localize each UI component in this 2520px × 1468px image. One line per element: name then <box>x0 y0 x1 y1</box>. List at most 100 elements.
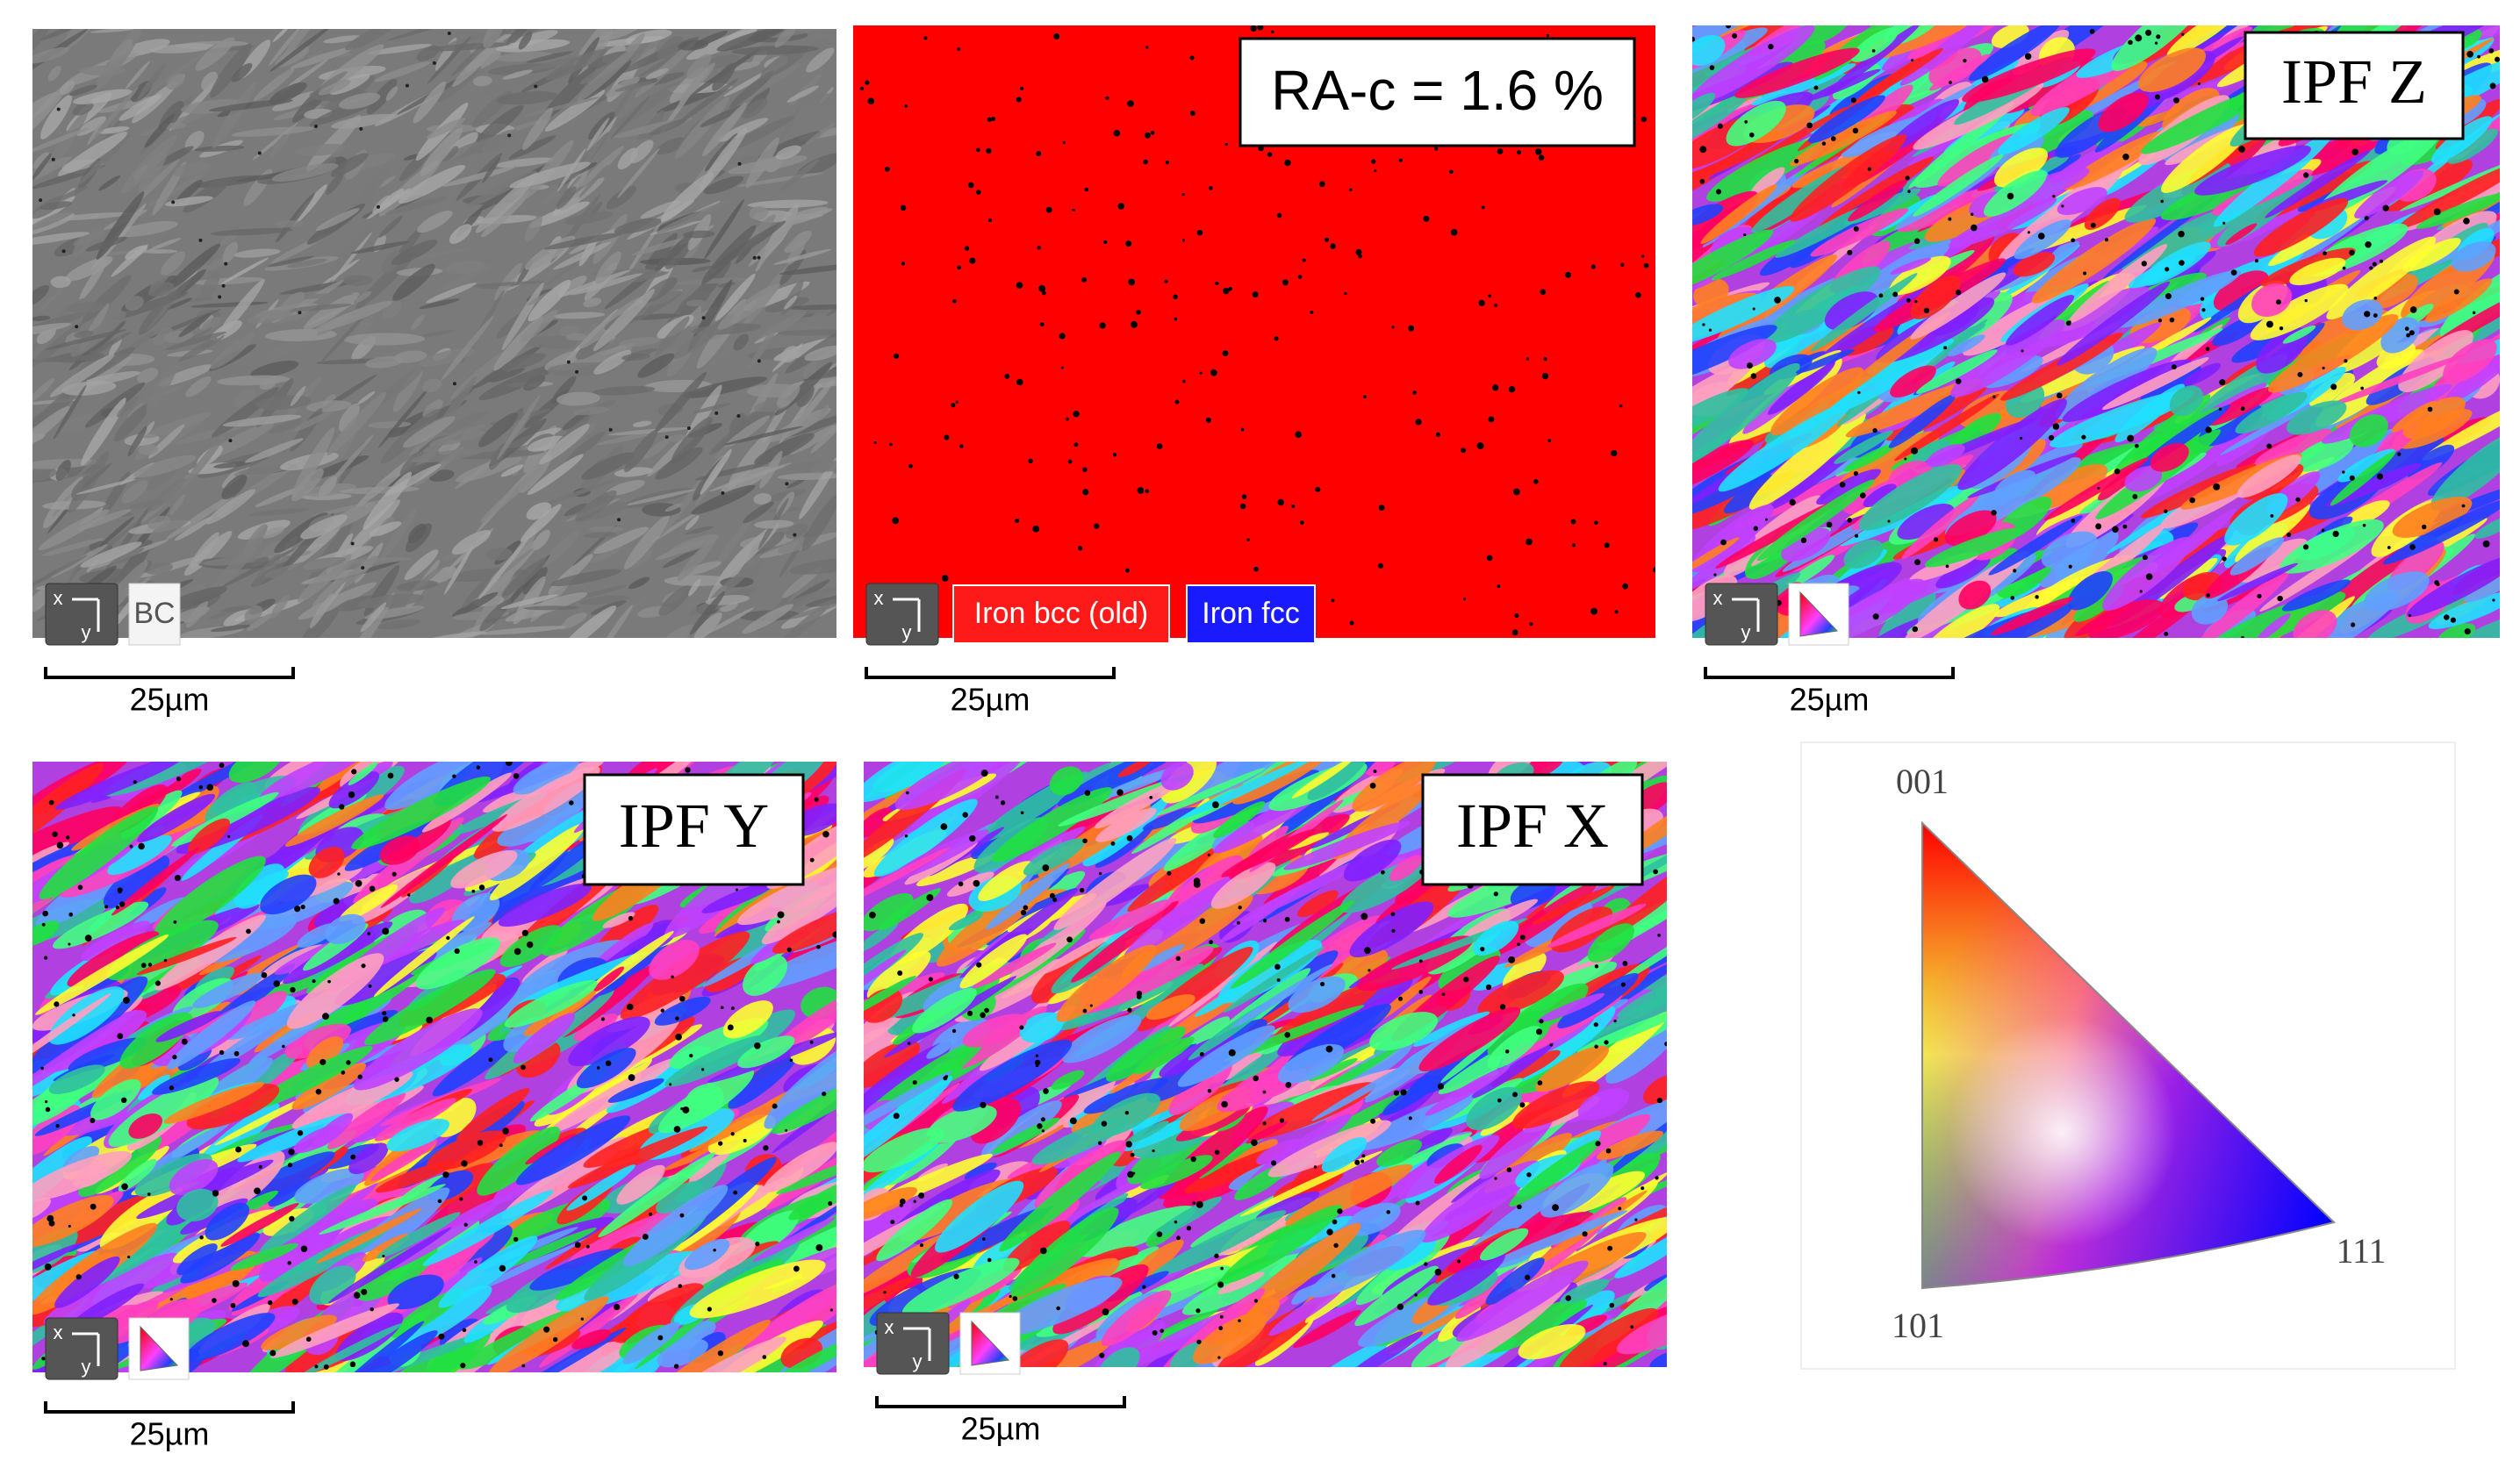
grain <box>478 412 519 448</box>
unindexed-point <box>1504 1049 1510 1054</box>
grain <box>1692 286 1795 345</box>
unindexed-point <box>671 975 674 979</box>
unindexed-point <box>315 1088 322 1095</box>
unindexed-point <box>1143 159 1148 165</box>
unindexed-point <box>1221 1100 1228 1108</box>
grain <box>2254 428 2332 466</box>
grain <box>2213 270 2269 312</box>
grain <box>623 1185 729 1267</box>
unindexed-point <box>2037 233 2045 240</box>
grain <box>1540 1163 1614 1218</box>
grain <box>2055 347 2157 420</box>
unindexed-point <box>2197 82 2201 86</box>
grain <box>784 295 798 310</box>
grain <box>32 207 79 231</box>
grain <box>1487 1026 1541 1070</box>
unindexed-point <box>140 963 147 969</box>
unindexed-point <box>2472 311 2476 315</box>
grain <box>474 74 538 97</box>
unindexed-point <box>904 834 908 838</box>
unindexed-point <box>2164 509 2168 513</box>
unindexed-point <box>66 835 70 840</box>
grain <box>1617 970 1667 1018</box>
grain <box>657 198 736 234</box>
grain <box>748 321 780 369</box>
grain <box>284 794 384 847</box>
grain <box>684 1238 730 1271</box>
grain <box>1479 1117 1553 1179</box>
unindexed-point <box>521 1364 526 1368</box>
grain <box>675 78 739 126</box>
grain <box>2102 536 2193 611</box>
grain <box>676 277 747 285</box>
grain <box>156 146 194 167</box>
unindexed-point <box>1369 783 1376 789</box>
grain <box>2057 281 2171 366</box>
grain <box>306 1036 344 1070</box>
grain <box>435 265 492 293</box>
grain <box>1101 1290 1172 1347</box>
unindexed-point <box>2189 497 2196 504</box>
grain <box>587 51 629 70</box>
grain <box>291 1071 413 1129</box>
grain <box>501 557 547 597</box>
unindexed-point <box>1911 59 1914 62</box>
grain <box>1051 1070 1085 1090</box>
grain <box>1078 1206 1196 1257</box>
unindexed-point <box>906 791 909 795</box>
unindexed-point <box>1463 598 1467 601</box>
grain <box>1692 361 1753 440</box>
grain <box>68 1037 147 1073</box>
unindexed-point <box>1371 159 1376 164</box>
grain <box>601 29 644 41</box>
unindexed-point <box>1156 443 1163 449</box>
grain <box>169 269 206 301</box>
unindexed-point <box>521 929 529 936</box>
unindexed-point <box>1933 537 1939 542</box>
unindexed-point <box>477 1140 484 1146</box>
unindexed-point <box>2489 82 2496 90</box>
grain <box>292 184 327 226</box>
scale-label: 25µm <box>1790 682 1870 718</box>
grain <box>190 532 219 569</box>
unindexed-point <box>940 823 948 830</box>
grain <box>784 460 836 472</box>
grain <box>121 134 177 194</box>
unindexed-point <box>574 1242 581 1249</box>
grain <box>1010 1207 1119 1298</box>
unindexed-point <box>1250 25 1257 32</box>
grain <box>972 942 1057 989</box>
grain <box>2342 500 2390 528</box>
grain <box>287 525 341 570</box>
grain <box>75 478 136 495</box>
unindexed-point <box>1297 275 1303 279</box>
unindexed-point <box>1872 428 1877 433</box>
dark-point <box>566 360 571 364</box>
grain <box>85 236 127 252</box>
grain <box>139 290 178 335</box>
unindexed-point <box>976 190 981 195</box>
grain <box>1389 855 1423 882</box>
unindexed-point <box>261 972 268 978</box>
unindexed-point <box>341 1071 346 1075</box>
grain <box>343 333 426 346</box>
unindexed-point <box>120 1097 127 1104</box>
unindexed-point <box>42 910 48 917</box>
grain <box>111 244 148 277</box>
grain <box>181 434 226 491</box>
grain <box>2293 610 2337 638</box>
grain <box>48 986 125 1045</box>
grain <box>788 602 836 619</box>
dark-point <box>452 382 456 386</box>
grain <box>1910 272 2007 340</box>
grain <box>456 1088 530 1142</box>
unindexed-point <box>350 1154 356 1160</box>
grain <box>153 327 173 346</box>
unindexed-point <box>1284 916 1290 922</box>
unindexed-point <box>2330 383 2337 390</box>
grain <box>489 823 586 901</box>
grain <box>48 1064 105 1094</box>
grain <box>80 332 131 362</box>
unindexed-point <box>1955 378 1962 384</box>
grain <box>699 127 748 191</box>
